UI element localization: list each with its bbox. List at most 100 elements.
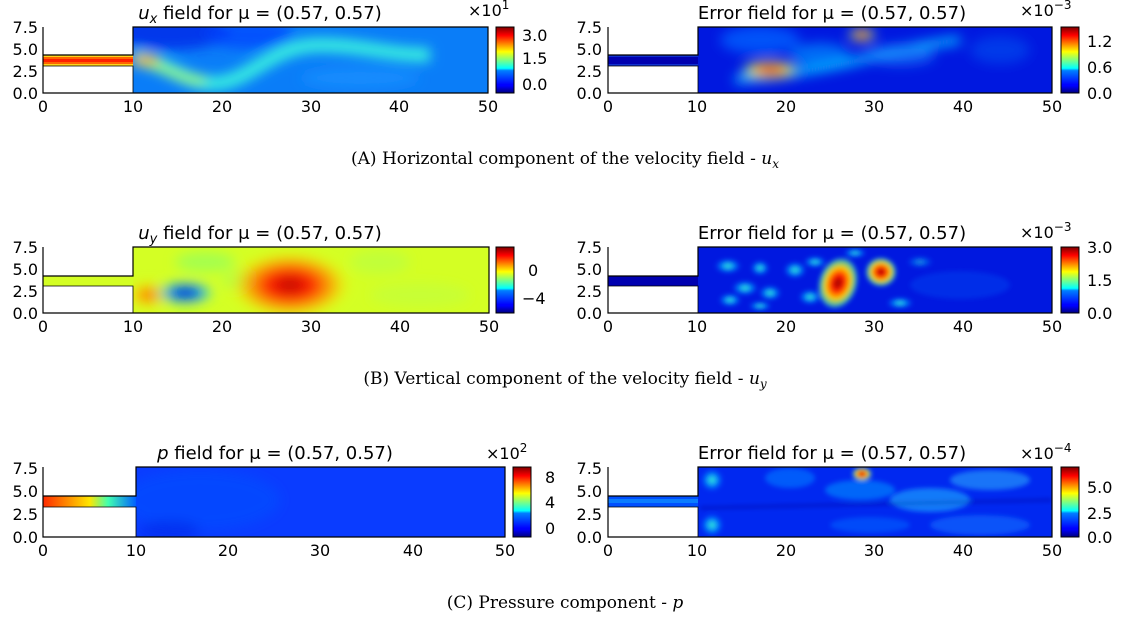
axes [42,466,506,538]
colorbar-tick: 4 [545,493,555,512]
y-tick: 0.0 [577,84,602,103]
y-tick: 7.5 [577,238,602,257]
colorbar-tick: 0 [528,261,538,280]
colorbar-tick: 0.0 [1087,304,1112,323]
panel-title: Error field for μ = (0.57, 0.57) [698,3,966,24]
axes [42,26,489,94]
panel-title: uy field for μ = (0.57, 0.57) [138,223,382,247]
y-tick: 0.0 [13,84,38,103]
y-tick-labels: 0.0 2.5 5.0 7.5 [577,459,602,547]
x-tick-labels: 0 10 20 30 40 50 [603,317,1062,336]
y-tick-labels: 0.0 2.5 5.0 7.5 [577,238,602,323]
heatmap [608,467,1052,537]
x-tick: 40 [390,317,410,336]
x-tick: 10 [123,317,143,336]
x-tick: 50 [1042,317,1062,336]
colorbar-tick: 1.5 [522,49,547,68]
x-tick: 50 [495,541,515,560]
y-tick: 2.5 [577,282,602,301]
x-tick: 10 [687,97,707,116]
colorbar-scale: ×10−3 [1020,220,1071,242]
x-tick: 50 [479,317,499,336]
x-tick: 40 [403,541,423,560]
y-tick: 2.5 [13,505,38,524]
y-tick: 5.0 [13,260,38,279]
heatmap [43,467,505,537]
x-tick: 30 [301,97,321,116]
x-tick: 0 [603,541,613,560]
panel-p-field: p field for μ = (0.57, 0.57) 0 10 20 30 … [13,441,556,560]
y-tick: 0.0 [577,304,602,323]
colorbar-tick: 0.0 [522,75,547,94]
colorbar-tick: 0.0 [1087,528,1112,547]
panel-title: Error field for μ = (0.57, 0.57) [698,443,966,464]
x-tick: 10 [123,97,143,116]
panel-title: ux field for μ = (0.57, 0.57) [138,3,382,27]
x-tick-labels: 0 10 20 30 40 50 [38,97,498,116]
y-tick: 5.0 [577,260,602,279]
y-tick: 5.0 [577,482,602,501]
y-tick: 7.5 [13,459,38,478]
colorbar-tick: 2.5 [1087,504,1112,523]
axes [607,246,1053,314]
x-tick: 40 [953,97,973,116]
x-tick: 30 [864,541,884,560]
y-tick: 2.5 [577,62,602,81]
colorbar-tick: −4 [522,289,546,308]
colorbar: 0 −4 [495,246,546,314]
colorbar-scale: ×10−4 [1020,441,1071,463]
colorbar-scale: ×101 [468,0,509,20]
colorbar-tick: 0.0 [1087,84,1112,103]
y-tick: 2.5 [13,282,38,301]
x-tick-labels: 0 10 20 30 40 50 [38,541,515,560]
x-tick-labels: 0 10 20 30 40 50 [603,541,1062,560]
axes [607,26,1053,94]
y-tick: 5.0 [13,40,38,59]
y-tick: 7.5 [13,18,38,37]
colorbar: 5.0 2.5 0.0 ×10−4 [1020,441,1112,547]
heatmap [43,27,488,93]
colorbar: 3.0 1.5 0.0 ×101 [468,0,547,94]
x-tick: 30 [864,317,884,336]
x-tick: 20 [776,97,796,116]
x-tick: 20 [776,317,796,336]
y-tick: 2.5 [13,62,38,81]
panel-title: p field for μ = (0.57, 0.57) [156,443,393,464]
y-tick: 5.0 [577,40,602,59]
x-tick: 50 [1042,541,1062,560]
y-tick-labels: 0.0 2.5 5.0 7.5 [13,18,38,103]
colorbar-tick: 3.0 [1087,238,1112,257]
panel-ux-field: ux field for μ = (0.57, 0.57) 0 10 20 [13,0,548,116]
x-tick: 20 [776,541,796,560]
y-tick: 2.5 [577,505,602,524]
heatmap [608,27,1052,93]
caption-a: (A) Horizontal component of the velocity… [351,149,779,171]
x-tick: 40 [953,541,973,560]
y-tick-labels: 0.0 2.5 5.0 7.5 [577,18,602,103]
x-tick-labels: 0 10 20 30 40 50 [38,317,499,336]
x-tick: 0 [603,317,613,336]
x-tick: 10 [126,541,146,560]
y-tick: 0.0 [577,528,602,547]
colorbar-tick: 5.0 [1087,478,1112,497]
colorbar-tick: 0 [545,519,555,538]
x-tick: 0 [38,541,48,560]
x-tick: 10 [687,541,707,560]
heatmap [43,247,489,313]
colorbar-tick: 3.0 [522,26,547,45]
colorbar: 3.0 1.5 0.0 ×10−3 [1020,220,1112,323]
x-tick: 20 [212,317,232,336]
panel-uy-error: Error field for μ = (0.57, 0.57) [577,220,1113,336]
x-tick: 40 [953,317,973,336]
axes [42,246,490,314]
x-tick: 10 [687,317,707,336]
y-tick: 5.0 [13,482,38,501]
y-tick: 7.5 [577,18,602,37]
x-tick: 20 [218,541,238,560]
colorbar-scale: ×102 [486,441,527,463]
y-tick: 7.5 [13,238,38,257]
y-tick: 0.0 [13,304,38,323]
x-tick: 20 [212,97,232,116]
x-tick: 40 [389,97,409,116]
